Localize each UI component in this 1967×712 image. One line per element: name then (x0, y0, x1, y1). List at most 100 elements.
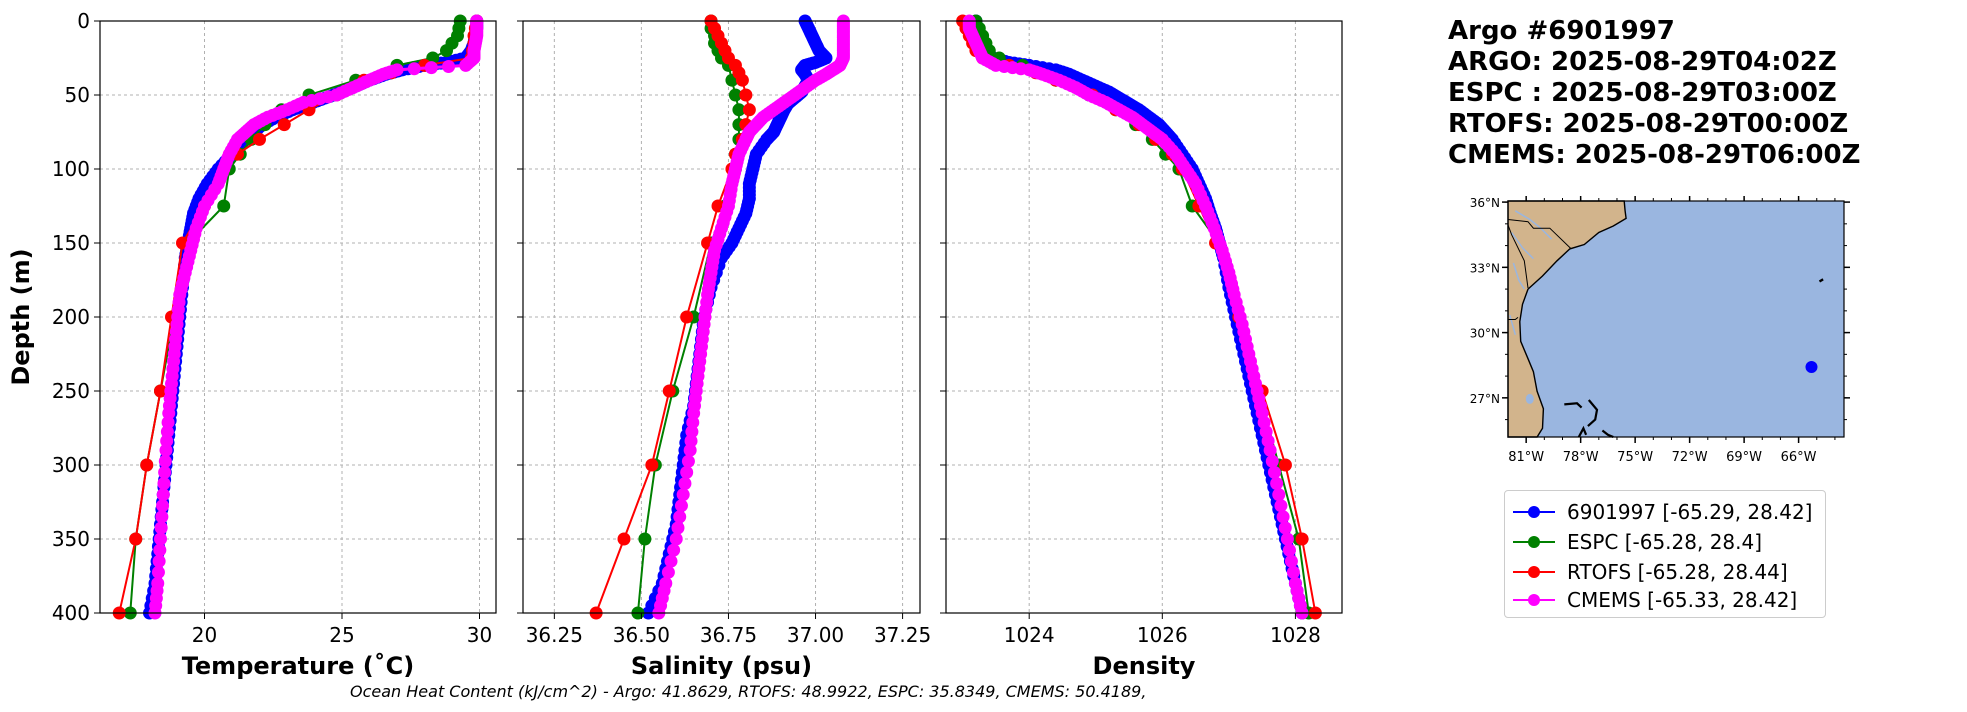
data-point-cmems (1267, 465, 1281, 479)
map-state-border (1507, 224, 1529, 289)
map-lon-label: 81°W (1508, 450, 1544, 465)
data-point-rtofs (129, 532, 143, 546)
y-tick-label: 100 (52, 157, 90, 181)
data-point-cmems (676, 488, 690, 502)
legend-entry-argo: 6901997 [-65.29, 28.42] (1513, 497, 1812, 527)
data-point-rtofs (617, 532, 631, 546)
data-point-rtofs (1295, 532, 1309, 546)
data-point-cmems (667, 543, 681, 557)
map-state-border (1507, 219, 1572, 249)
data-point-cmems (407, 62, 421, 76)
data-point-rtofs (742, 103, 756, 117)
x-tick-label: 1028 (1270, 623, 1321, 647)
x-axis-label: Density (1093, 652, 1196, 680)
data-point-rtofs (253, 132, 266, 146)
series-cmems (652, 14, 850, 620)
data-point-cmems (671, 521, 685, 535)
legend-label-cmems: CMEMS [-65.33, 28.42] (1567, 588, 1798, 612)
map-island (1564, 402, 1583, 409)
x-axis-label: Temperature (˚C) (182, 652, 415, 680)
data-point-espc (732, 103, 746, 117)
map-lon-label: 66°W (1781, 450, 1817, 465)
map-frame (1507, 200, 1845, 438)
data-point-rtofs (140, 458, 154, 472)
data-point-cmems (1284, 554, 1298, 568)
data-point-rtofs (662, 384, 676, 398)
legend-entry-rtofs: RTOFS [-65.28, 28.44] (1513, 557, 1788, 587)
data-point-cmems (681, 454, 695, 468)
map-lon-label: 75°W (1617, 450, 1653, 465)
panel-salinity: 36.25 36.50 36.75 37.00 37.25 Salinity (psu) (517, 14, 931, 680)
data-point-rtofs (645, 458, 659, 472)
data-point-cmems (153, 543, 167, 557)
x-tick-label: 1026 (1137, 623, 1188, 647)
data-point-cmems (683, 443, 697, 457)
x-tick-label: 36.50 (613, 623, 670, 647)
map-island (1601, 429, 1614, 439)
y-tick-label: 0 (77, 9, 90, 33)
x-tick-label: 36.25 (526, 623, 583, 647)
map-lon-label: 78°W (1563, 450, 1599, 465)
data-point-rtofs (739, 88, 753, 102)
data-point-cmems (673, 510, 687, 524)
panel-temperature: 0 50 100 150 200 250 300 350 400 20 25 30 Temperatur… (7, 9, 497, 680)
x-tick-label: 25 (329, 623, 354, 647)
map-river (1514, 210, 1553, 240)
data-point-cmems (152, 554, 166, 568)
location-map: 81°W 78°W 75°W 72°W 69°W 66°W 36°N 33°N 30°N 27°N (1470, 196, 1850, 465)
x-axis-label: Salinity (psu) (631, 652, 812, 680)
legend-label-argo: 6901997 [-65.29, 28.42] (1567, 500, 1813, 524)
data-point-cmems (678, 477, 692, 490)
data-point-espc (217, 199, 231, 213)
float-location-marker (1805, 360, 1818, 373)
data-point-rtofs (277, 118, 291, 132)
ohc-footer-text: Ocean Heat Content (kJ/cm^2) - Argo: 41.… (350, 682, 1147, 701)
y-tick-label: 300 (52, 453, 90, 477)
data-point-rtofs (1278, 458, 1292, 472)
x-tick-label: 37.00 (787, 623, 844, 647)
y-tick-label: 50 (65, 83, 90, 107)
data-point-cmems (1278, 521, 1292, 535)
title-argo-time: ARGO: 2025-08-29T04:02Z (1448, 47, 1837, 77)
data-point-cmems (1272, 488, 1286, 502)
title-espc-time: ESPC : 2025-08-29T03:00Z (1448, 78, 1837, 108)
data-point-cmems (156, 488, 170, 502)
data-point-cmems (674, 499, 688, 513)
data-point-cmems (158, 465, 172, 479)
y-tick-label: 400 (52, 601, 90, 625)
data-point-cmems (154, 532, 167, 546)
legend-entry-cmems: CMEMS [-65.33, 28.42] (1513, 585, 1797, 615)
title-argo-id: Argo #6901997 (1448, 16, 1675, 46)
data-point-cmems (442, 60, 456, 74)
figure-title: Argo #6901997 ARGO: 2025-08-29T04:02Z ES… (1448, 16, 1860, 171)
data-point-espc (440, 44, 453, 58)
data-point-rtofs (154, 384, 167, 398)
data-point-cmems (459, 58, 473, 72)
map-river (1512, 262, 1525, 290)
data-point-cmems (158, 454, 172, 468)
data-point-cmems (664, 554, 678, 568)
map-lat-label: 33°N (1470, 261, 1500, 275)
map-river (1509, 314, 1517, 336)
data-point-cmems (151, 565, 165, 579)
x-tick-label: 36.75 (700, 623, 757, 647)
legend: 6901997 [-65.29, 28.42] ESPC [-65.28, 28… (1504, 490, 1826, 618)
data-point-cmems (661, 565, 675, 579)
x-tick-label: 20 (192, 623, 217, 647)
data-point-cmems (1270, 477, 1284, 490)
legend-entry-espc: ESPC [-65.28, 28.4] (1513, 527, 1762, 557)
y-tick-label: 350 (52, 527, 90, 551)
map-bermuda (1818, 278, 1824, 283)
data-point-rtofs (735, 73, 749, 87)
data-point-cmems (161, 415, 175, 429)
panel-density: 1024 1026 1028 Density (940, 14, 1343, 680)
data-point-cmems (160, 425, 174, 439)
data-point-cmems (1263, 443, 1277, 457)
series-cmems (148, 14, 484, 620)
map-island (1587, 399, 1599, 427)
x-tick-label: 1024 (1004, 623, 1055, 647)
data-point-cmems (1265, 454, 1279, 468)
legend-label-espc: ESPC [-65.28, 28.4] (1567, 530, 1763, 554)
x-tick-label: 37.25 (874, 623, 931, 647)
y-tick-label: 150 (52, 231, 90, 255)
